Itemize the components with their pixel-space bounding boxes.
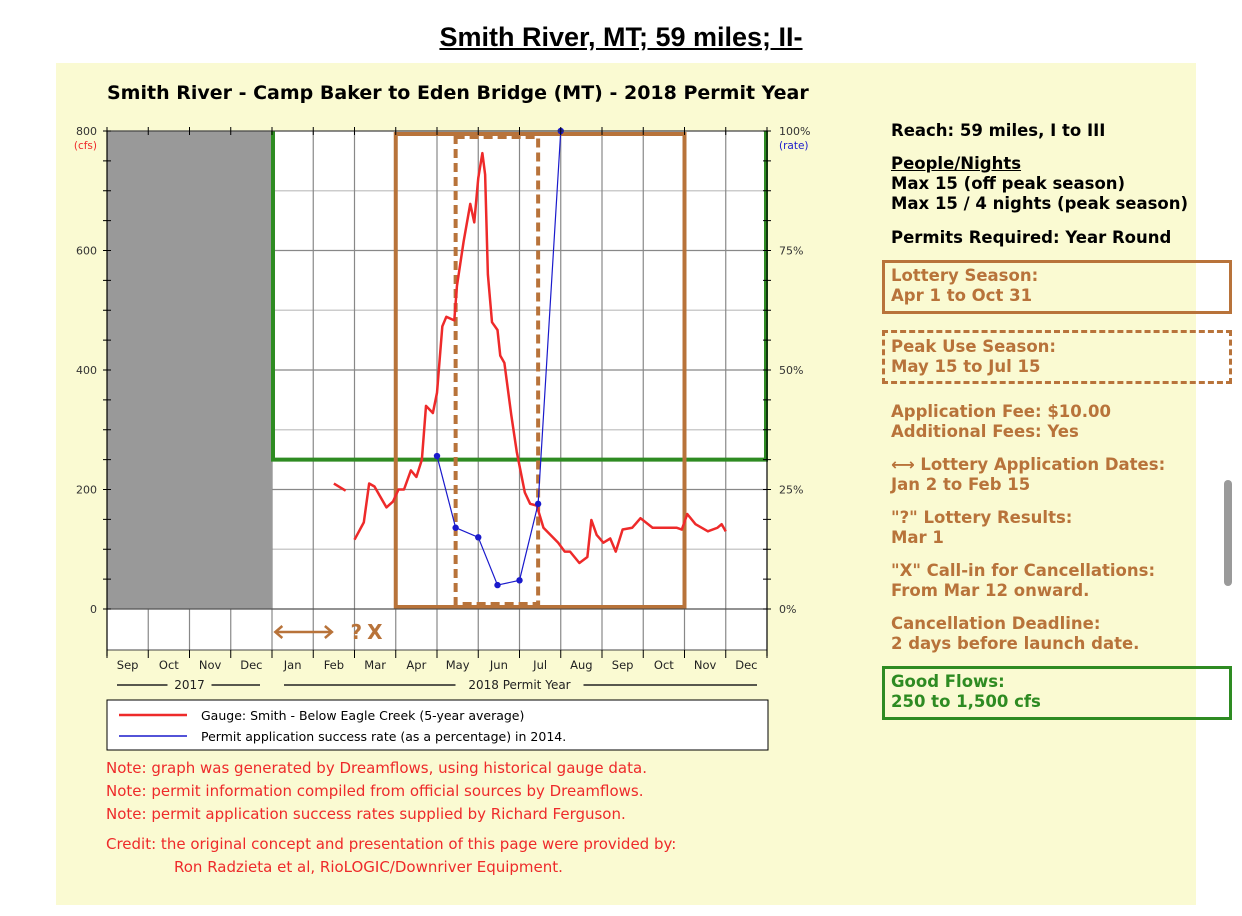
y-tick-label: 0 <box>90 603 97 616</box>
year-label-2017: 2017 <box>174 678 205 692</box>
note-3: Note: permit application success rates s… <box>106 805 626 823</box>
scrollbar[interactable] <box>1224 480 1232 586</box>
x-month-label: Feb <box>324 658 344 672</box>
rate-point <box>516 577 523 584</box>
y2-tick-label: 50% <box>779 364 803 377</box>
application-fee: Application Fee: $10.00 <box>891 402 1111 421</box>
x-month-label: Nov <box>199 658 222 672</box>
credit-line-2: Ron Radzieta et al, RioLOGIC/Downriver E… <box>174 858 563 876</box>
y2-tick-label: 75% <box>779 245 803 258</box>
good-flows-value: 250 to 1,500 cfs <box>891 692 1041 711</box>
y-tick-label: 600 <box>76 245 97 258</box>
rate-point <box>452 524 459 531</box>
people-heading: People/Nights <box>891 154 1022 173</box>
lottery-season-region <box>393 132 687 609</box>
reach-text: Reach: 59 miles, I to III <box>891 121 1106 140</box>
legend-box <box>106 699 769 751</box>
results-label: "?" Lottery Results: <box>891 508 1073 527</box>
flow-line <box>333 482 347 492</box>
application-dates: Jan 2 to Feb 15 <box>891 475 1031 494</box>
lottery-season-label: Lottery Season: <box>891 266 1039 285</box>
arrow-head-left-icon <box>273 625 284 639</box>
x-month-label: Nov <box>694 658 717 672</box>
y2-tick-label: 25% <box>779 484 803 497</box>
unavailable-region <box>107 131 272 609</box>
callin-label: "X" Call-in for Cancellations: <box>891 561 1156 580</box>
x-month-label: Jun <box>489 658 508 672</box>
rate-point <box>494 581 501 589</box>
callin-dates: From Mar 12 onward. <box>891 581 1090 600</box>
x-month-label: Sep <box>117 658 139 672</box>
rate-point <box>475 534 482 541</box>
peak-season-label: Peak Use Season: <box>891 337 1056 356</box>
application-dates-label: ⟷ Lottery Application Dates: <box>891 455 1166 474</box>
rate-point <box>534 500 542 508</box>
x-month-label: Jul <box>532 658 547 672</box>
y-tick-label: 400 <box>76 364 97 377</box>
x-month-label: May <box>446 658 470 672</box>
x-month-label: Oct <box>159 658 179 672</box>
marker-call-in: X <box>367 620 383 644</box>
year-label-2018: 2018 Permit Year <box>468 678 570 692</box>
peak-season-region <box>453 135 541 606</box>
lottery-season-box <box>882 260 1232 314</box>
y2-tick-label: 0% <box>779 603 796 616</box>
marker-lottery-results: ? <box>351 620 363 644</box>
x-month-label: Dec <box>735 658 757 672</box>
chart-title: Smith River - Camp Baker to Eden Bridge … <box>107 82 809 104</box>
people-line2: Max 15 / 4 nights (peak season) <box>891 194 1189 213</box>
x-month-label: Dec <box>240 658 262 672</box>
good-flows-box <box>882 666 1232 720</box>
x-month-label: Apr <box>406 658 426 672</box>
y-tick-label: 200 <box>76 484 97 497</box>
note-1: Note: graph was generated by Dreamflows,… <box>106 759 647 777</box>
y2-axis-unit: (rate) <box>779 140 809 152</box>
y2-tick-label: 100% <box>779 125 810 138</box>
peak-season-box <box>882 330 1232 384</box>
people-line1: Max 15 (off peak season) <box>891 174 1126 193</box>
flow-chart: Smith River - Camp Baker to Eden Bridge … <box>74 82 810 751</box>
x-month-label: Oct <box>654 658 674 672</box>
x-month-label: Sep <box>612 658 634 672</box>
deadline-value: 2 days before launch date. <box>891 634 1140 653</box>
credit-line-1: Credit: the original concept and present… <box>106 835 677 853</box>
flow-line <box>353 151 727 565</box>
deadline-label: Cancellation Deadline: <box>891 614 1101 633</box>
lottery-season-dates: Apr 1 to Oct 31 <box>891 286 1033 305</box>
rate-point <box>433 452 441 460</box>
x-month-label: Mar <box>364 658 386 672</box>
x-month-label: Jan <box>283 658 302 672</box>
x-month-label: Aug <box>570 658 592 672</box>
peak-season-dates: May 15 to Jul 15 <box>891 357 1041 376</box>
additional-fees: Additional Fees: Yes <box>891 422 1079 441</box>
legend-label-flow: Gauge: Smith - Below Eagle Creek (5-year… <box>201 708 524 723</box>
good-flows-label: Good Flows: <box>891 672 1005 691</box>
chart-panel: Smith River - Camp Baker to Eden Bridge … <box>56 63 1232 905</box>
note-2: Note: permit information compiled from o… <box>106 782 644 800</box>
page-title: Smith River, MT; 59 miles; II- <box>439 22 803 52</box>
y-tick-label: 800 <box>76 125 97 138</box>
results-date: Mar 1 <box>891 528 944 547</box>
arrow-head-right-icon <box>324 625 334 639</box>
y-axis-unit: (cfs) <box>74 140 97 152</box>
legend-label-rate: Permit application success rate (as a pe… <box>201 729 566 744</box>
permits-text: Permits Required: Year Round <box>891 228 1172 247</box>
